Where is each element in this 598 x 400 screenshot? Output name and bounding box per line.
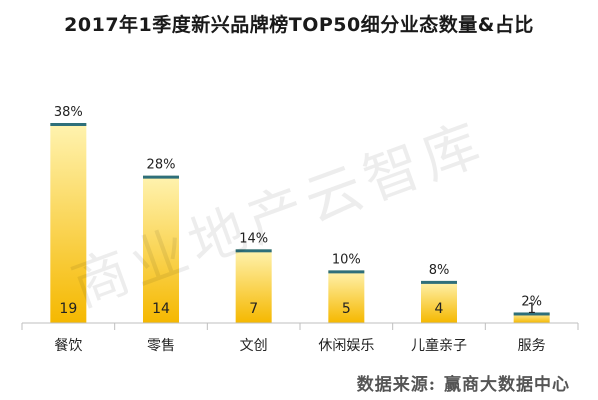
bar-count-label: 4	[435, 301, 444, 317]
chart-title: 2017年1季度新兴品牌榜TOP50细分业态数量&占比	[64, 14, 534, 36]
source-name: 赢商大数据中心	[444, 375, 570, 395]
category-label: 餐饮	[54, 338, 82, 354]
bar-cap	[143, 175, 179, 179]
bar	[513, 312, 550, 323]
bar-percent-label: 10%	[332, 252, 361, 267]
source-note: 数据来源: 赢商大数据中心	[349, 370, 570, 395]
bar	[143, 175, 179, 323]
bar-count-label: 14	[152, 301, 170, 317]
bar	[421, 280, 457, 323]
bar-cap	[513, 312, 550, 316]
bar-count-label: 19	[59, 301, 77, 317]
bar	[235, 249, 272, 323]
bar	[50, 123, 87, 323]
bar-count-label: 5	[342, 301, 351, 317]
bar	[328, 270, 365, 323]
bar-percent-label: 8%	[429, 263, 450, 278]
bar-count-label: 7	[249, 301, 258, 317]
bar-cap	[328, 270, 365, 274]
bar-count-label: 1	[527, 301, 536, 317]
category-label: 服务	[518, 338, 546, 354]
category-label: 儿童亲子	[411, 337, 467, 354]
bar-cap	[50, 123, 87, 126]
bar-cap	[235, 249, 272, 253]
bar-cap	[421, 280, 457, 284]
bar-percent-label: 2%	[521, 294, 542, 309]
bar-percent-label: 14%	[239, 231, 268, 246]
bar-percent-label: 38%	[54, 105, 83, 120]
bar-percent-label: 28%	[147, 158, 176, 173]
category-label: 零售	[147, 338, 175, 354]
category-label: 休闲娱乐	[318, 338, 374, 354]
category-label: 文创	[240, 338, 268, 354]
source-label: 数据来源:	[356, 375, 436, 395]
